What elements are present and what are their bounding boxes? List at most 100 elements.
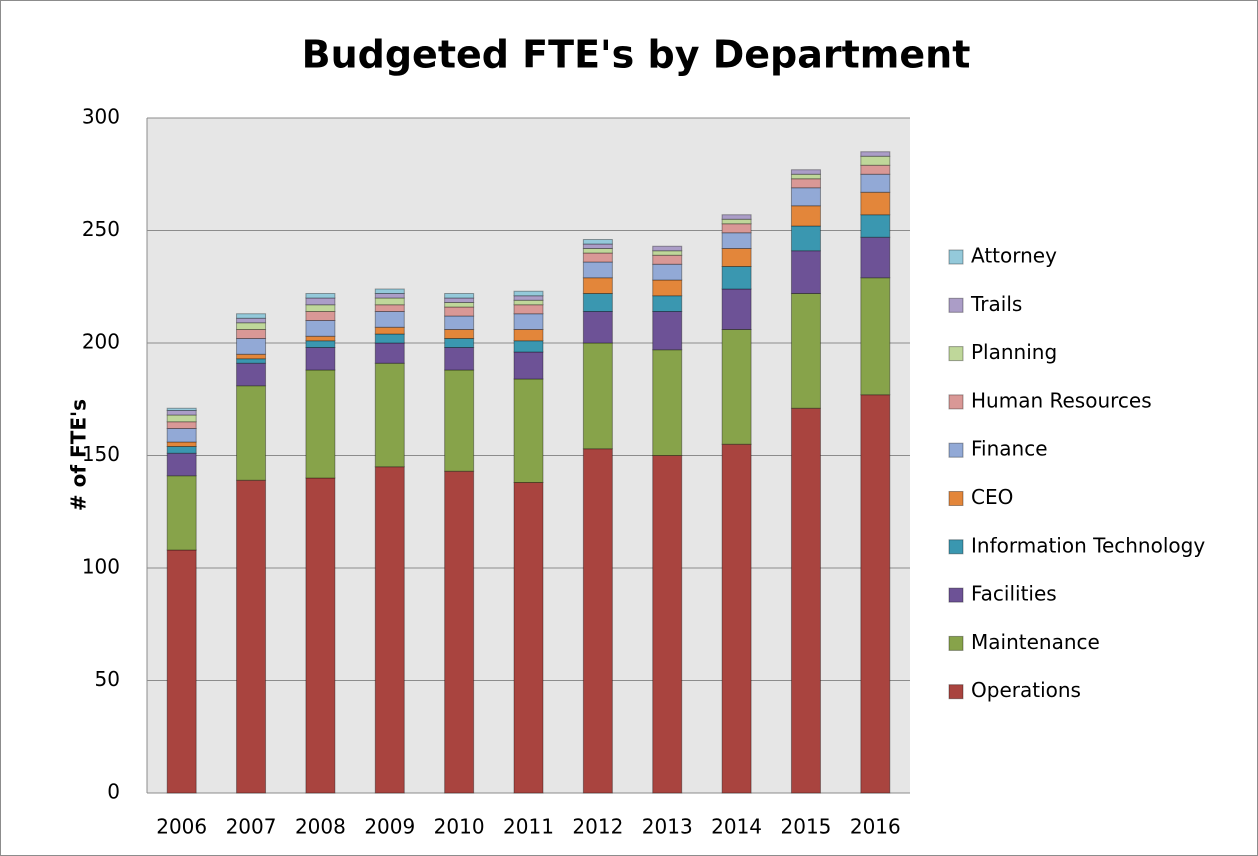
bar-segment	[236, 353, 267, 360]
legend-label: Operations	[971, 678, 1081, 702]
bar-segment	[444, 329, 475, 339]
x-tick-label: 2012	[572, 815, 623, 839]
bar-segment	[513, 340, 544, 353]
bar-segment	[860, 236, 891, 279]
bar-segment	[374, 297, 405, 306]
bar-segment	[860, 151, 891, 157]
bar-segment	[513, 295, 544, 301]
y-tick-label: 200	[82, 330, 120, 354]
bar-segment	[166, 428, 197, 443]
bar-segment	[721, 223, 752, 234]
bar-segment	[652, 349, 683, 456]
bar-segment	[860, 277, 891, 396]
bar-segment	[166, 475, 197, 551]
bar-segment	[860, 164, 891, 175]
legend-swatch	[948, 346, 964, 362]
bar-segment	[652, 254, 683, 265]
bar-segment	[790, 205, 821, 227]
y-axis-label: # of FTE's	[67, 399, 91, 511]
bar-segment	[166, 549, 197, 794]
bar-segment	[721, 232, 752, 249]
bar-segment	[374, 466, 405, 794]
y-tick-label: 150	[82, 442, 120, 466]
bar-segment	[236, 329, 267, 339]
bar-segment	[790, 225, 821, 252]
bar-segment	[721, 443, 752, 794]
legend-swatch	[948, 491, 964, 506]
legend-label: Finance	[971, 437, 1048, 461]
bar-segment	[721, 266, 752, 290]
bar-segment	[374, 293, 405, 299]
bar-segment	[166, 410, 197, 416]
bar-segment	[652, 250, 683, 256]
bar-segment	[582, 248, 613, 254]
legend-label: Maintenance	[971, 630, 1100, 654]
bar-segment	[513, 378, 544, 483]
x-tick-label: 2016	[850, 815, 901, 839]
x-tick-label: 2011	[503, 815, 554, 839]
x-tick-label: 2009	[364, 815, 415, 839]
bar-segment	[582, 448, 613, 794]
x-tick-label: 2008	[295, 815, 346, 839]
bar-segment	[582, 311, 613, 344]
legend-label: Information Technology	[971, 533, 1205, 557]
bar-segment	[305, 335, 336, 342]
bar-segment	[652, 311, 683, 351]
bar-segment	[444, 347, 475, 371]
legend-swatch	[948, 587, 964, 603]
bar-segment	[790, 173, 821, 180]
bar-segment	[444, 297, 475, 303]
bar-segment	[305, 311, 336, 321]
bar-segment	[444, 338, 475, 348]
bar-segment	[305, 297, 336, 306]
bar-segment	[444, 315, 475, 330]
legend-label: Trails	[970, 292, 1022, 316]
bar-segment	[652, 455, 683, 794]
bar-segment	[236, 385, 267, 481]
x-tick-label: 2013	[642, 815, 693, 839]
bar-segment	[236, 313, 267, 319]
bar-segment	[236, 322, 267, 330]
bar-segment	[860, 173, 891, 193]
bar-segment	[582, 239, 613, 245]
bar-segment	[860, 155, 891, 166]
bar-segment	[790, 250, 821, 294]
bar-segment	[374, 311, 405, 328]
bar-segment	[305, 340, 336, 348]
bar-segment	[513, 329, 544, 342]
legend-swatch	[948, 297, 964, 313]
bar-segment	[860, 214, 891, 238]
bar-segment	[305, 304, 336, 312]
bar-segment	[374, 326, 405, 335]
bar-segment	[790, 407, 821, 794]
bar-segment	[721, 218, 752, 225]
x-tick-label: 2010	[434, 815, 485, 839]
bar-segment	[236, 338, 267, 355]
bar-segment	[721, 288, 752, 330]
legend-swatch	[948, 635, 964, 651]
x-tick-label: 2015	[781, 815, 832, 839]
bar-segment	[513, 299, 544, 306]
bar-segment	[236, 479, 267, 794]
bar-segment	[305, 477, 336, 794]
bar-segment	[582, 261, 613, 279]
bar-segment	[513, 351, 544, 380]
bar-segment	[374, 288, 405, 294]
bar-segment	[790, 187, 821, 207]
chart-title: Budgeted FTE's by Department	[302, 33, 971, 77]
bar-segment	[582, 252, 613, 263]
bar-segment	[652, 263, 683, 281]
bar-segment	[444, 293, 475, 299]
bar-segment	[582, 277, 613, 294]
bar-segment	[166, 414, 197, 423]
y-tick-label: 0	[107, 780, 120, 804]
legend-label: Facilities	[971, 582, 1057, 606]
legend-swatch	[948, 394, 964, 410]
bar-segment	[790, 293, 821, 409]
x-tick-label: 2006	[156, 815, 207, 839]
x-tick-label: 2007	[226, 815, 277, 839]
x-tick-label: 2014	[711, 815, 762, 839]
bar-segment	[513, 290, 544, 297]
bar-segment	[305, 293, 336, 299]
